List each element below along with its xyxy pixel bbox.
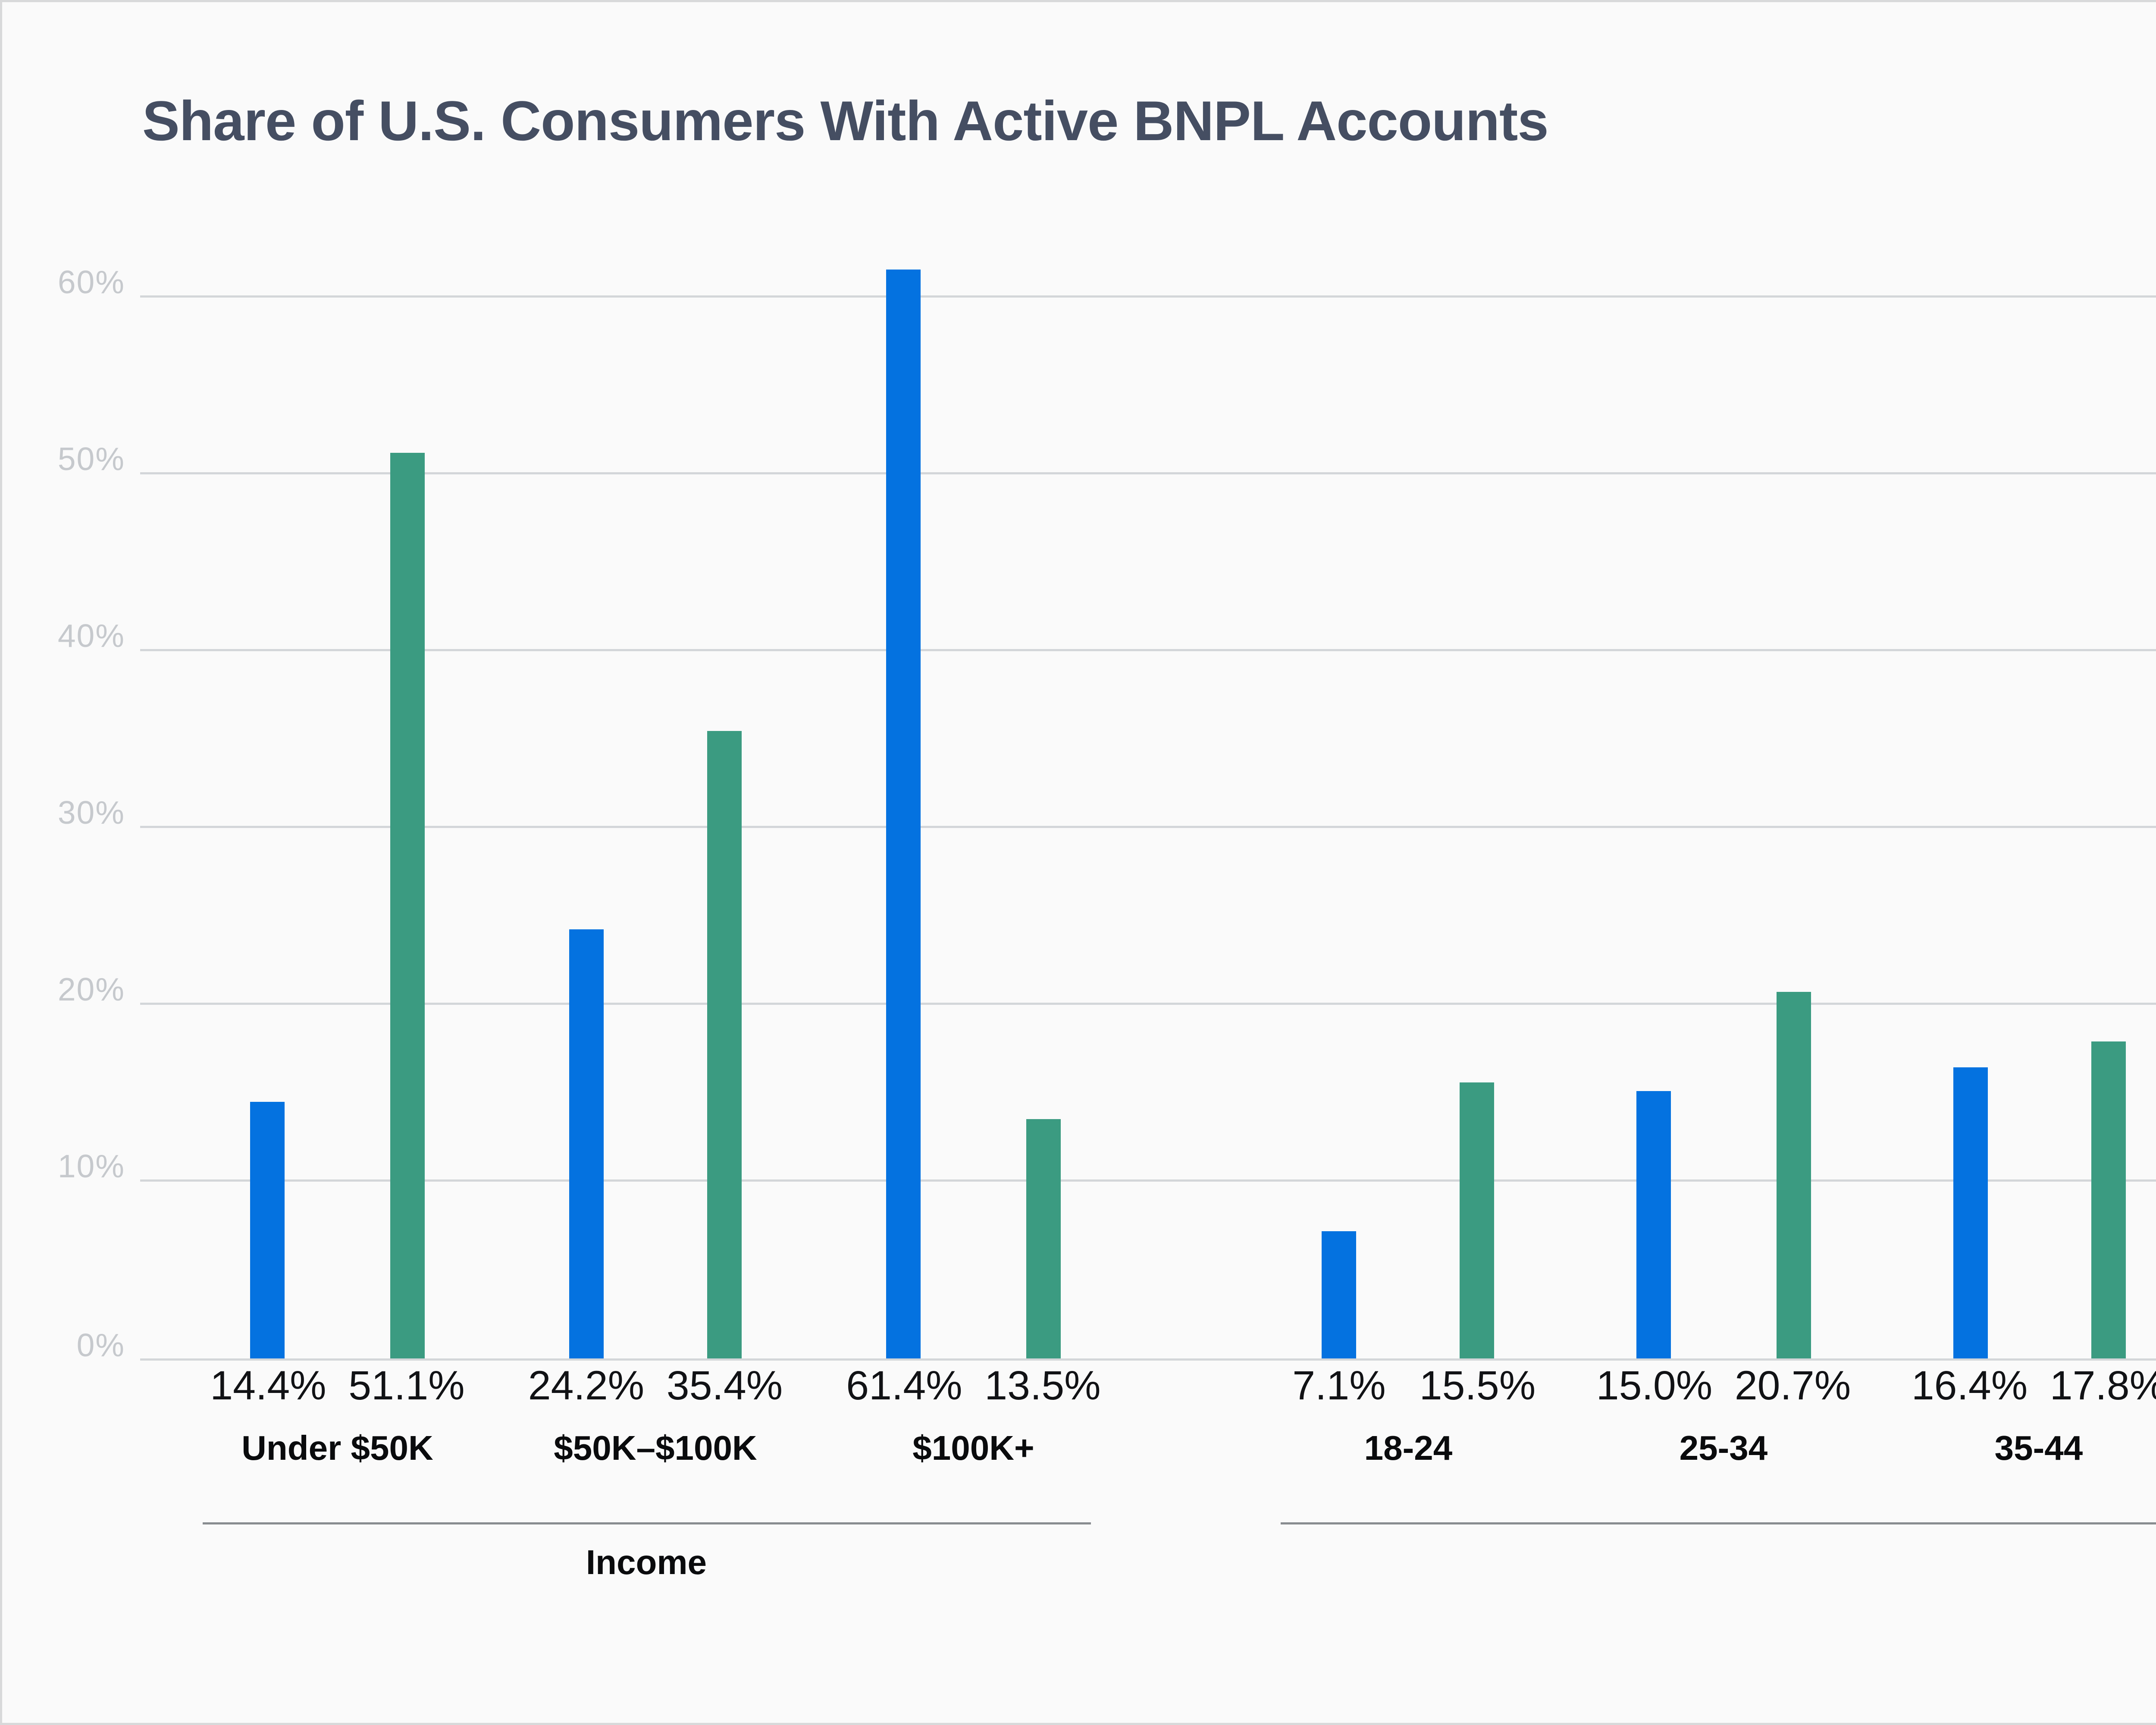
value-label-Necessity user-$100K+: 13.5% [984, 1365, 1101, 1410]
value-label-Convenience user-35-44: 16.4% [1911, 1365, 2028, 1410]
y-tick-left-50: 50% [57, 441, 125, 478]
section-axis-line-Income [203, 1522, 1090, 1524]
section-title-Income: Income [586, 1546, 707, 1583]
value-label-Convenience user-25-34: 15.0% [1596, 1365, 1713, 1410]
gridline-50 [140, 471, 2156, 474]
necessity-bar-$50K–$100K [707, 730, 742, 1358]
category-label-$100K+: $100K+ [912, 1432, 1034, 1468]
y-tick-left-0: 0% [76, 1327, 125, 1364]
section-title-Age: Age [1956, 1546, 2156, 1583]
value-label-Necessity user-25-34: 20.7% [1734, 1365, 1851, 1410]
y-tick-left-20: 20% [57, 973, 125, 1010]
necessity-bar-35-44 [2090, 1042, 2125, 1358]
value-label-Convenience user-$100K+: 61.4% [846, 1365, 962, 1410]
convenience-bar-25-34 [1637, 1091, 1672, 1358]
value-label-Necessity user-Under $50K: 51.1% [348, 1365, 465, 1410]
necessity-bar-25-34 [1775, 991, 1810, 1358]
necessity-bar-18-24 [1460, 1083, 1495, 1358]
gridline-0 [140, 1357, 2156, 1360]
y-tick-left-30: 30% [57, 796, 125, 833]
category-label-18-24: 18-24 [1364, 1432, 1453, 1468]
value-label-Necessity user-$50K–$100K: 35.4% [666, 1365, 783, 1410]
category-label-$50K–$100K: $50K–$100K [554, 1432, 757, 1468]
value-label-Convenience user-$50K–$100K: 24.2% [528, 1365, 645, 1410]
y-tick-left-40: 40% [57, 618, 125, 656]
y-tick-left-60: 60% [57, 264, 125, 301]
convenience-bar-18-24 [1322, 1232, 1357, 1358]
category-label-25-34: 25-34 [1679, 1432, 1768, 1468]
convenience-bar-Under $50K [251, 1102, 285, 1358]
gridline-30 [140, 826, 2156, 828]
gridline-60 [140, 295, 2156, 297]
convenience-bar-$100K+ [887, 270, 921, 1358]
y-tick-left-10: 10% [57, 1150, 125, 1187]
category-label-Under $50K: Under $50K [241, 1432, 433, 1468]
value-label-Necessity user-18-24: 15.5% [1419, 1365, 1536, 1410]
necessity-bar-Under $50K [389, 452, 424, 1358]
gridline-10 [140, 1180, 2156, 1183]
value-label-Convenience user-18-24: 7.1% [1292, 1365, 1386, 1410]
gridline-40 [140, 649, 2156, 651]
chart-title: Share of U.S. Consumers With Active BNPL… [142, 88, 1549, 153]
value-label-Convenience user-Under $50K: 14.4% [210, 1365, 326, 1410]
section-axis-line-Age [1280, 1522, 2156, 1524]
gridline-20 [140, 1003, 2156, 1006]
convenience-bar-$50K–$100K [569, 928, 604, 1358]
necessity-bar-$100K+ [1025, 1118, 1060, 1358]
value-label-Necessity user-35-44: 17.8% [2049, 1365, 2156, 1410]
convenience-bar-35-44 [1952, 1067, 1987, 1358]
category-label-35-44: 35-44 [1994, 1432, 2083, 1468]
